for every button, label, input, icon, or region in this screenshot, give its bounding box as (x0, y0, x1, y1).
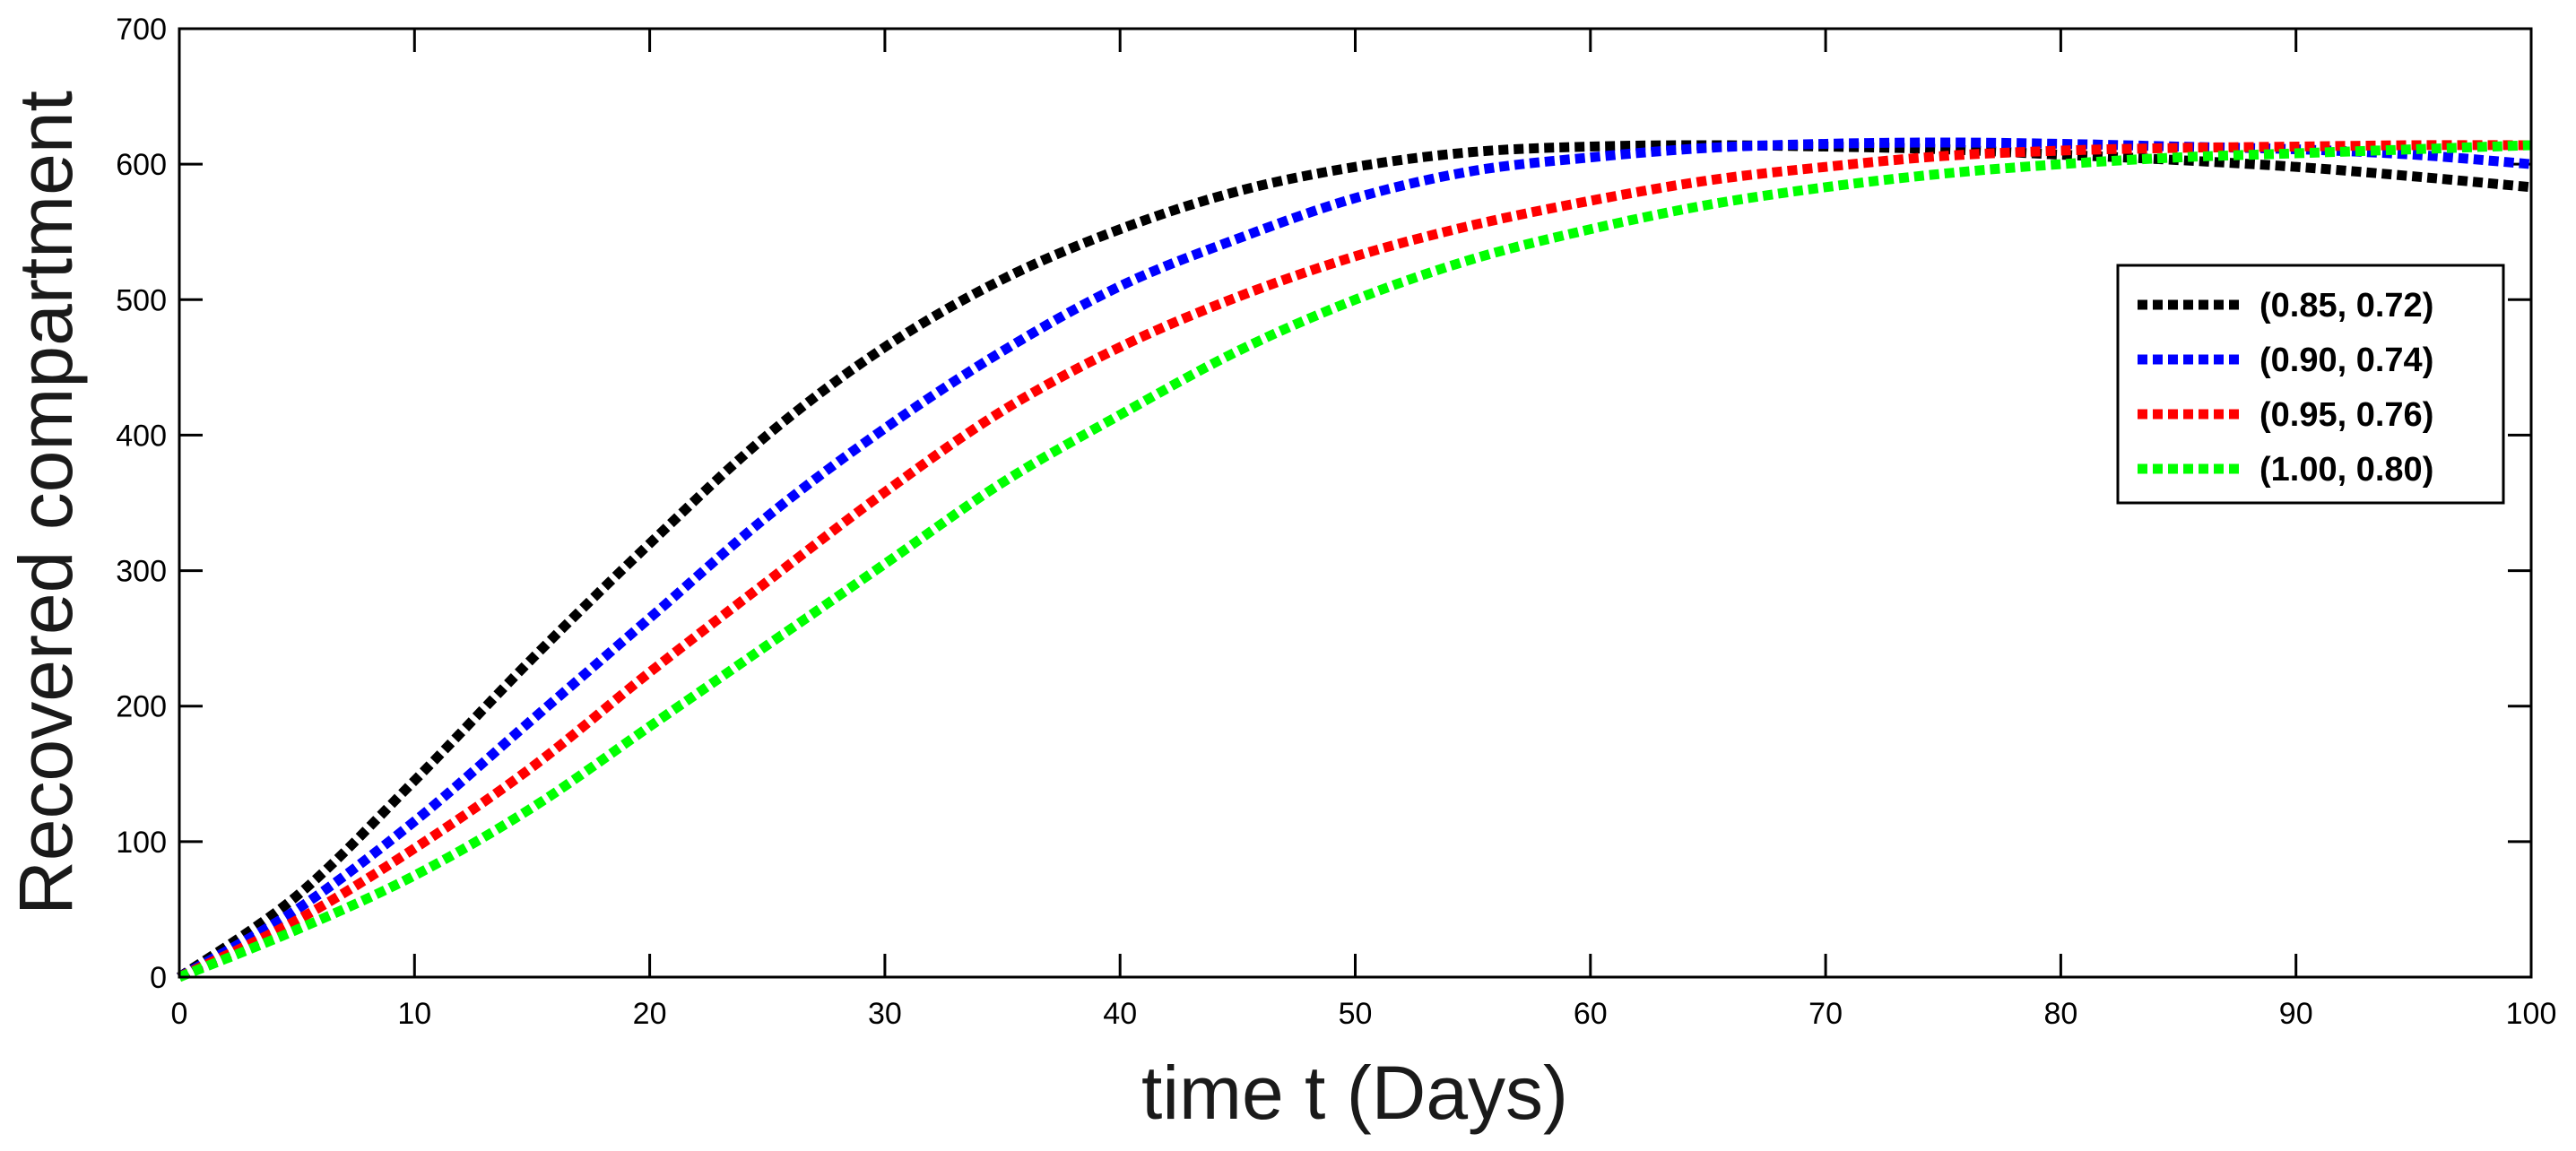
y-tick-labels: 0 100 200 300 400 500 600 700 (116, 13, 167, 995)
y-tick-label: 300 (116, 555, 167, 589)
series-line-4 (177, 140, 2532, 982)
y-tick-label: 400 (116, 419, 167, 453)
x-tick-labels: 0 10 20 30 40 50 60 70 80 90 100 (171, 997, 2557, 1031)
y-axis-label: Recovered compartment (4, 91, 88, 915)
x-tick-label: 60 (1574, 997, 1608, 1031)
x-tick-label: 0 (171, 997, 188, 1031)
series-line-3 (177, 140, 2532, 982)
plot-frame (178, 27, 2533, 979)
x-tick-label: 100 (2506, 997, 2557, 1031)
x-tick-label: 50 (1339, 997, 1373, 1031)
legend-label: (0.95, 0.76) (2259, 396, 2433, 434)
y-tick-label: 100 (116, 826, 167, 860)
series-lines (176, 137, 2532, 982)
y-tick-label: 600 (116, 148, 167, 182)
x-tick-label: 30 (868, 997, 902, 1031)
legend-label: (1.00, 0.80) (2259, 451, 2433, 489)
y-tick-label: 500 (116, 283, 167, 317)
series-line-1 (176, 140, 2532, 982)
x-tick-label: 20 (633, 997, 667, 1031)
y-tick-label: 700 (116, 13, 167, 47)
x-tick-label: 70 (1808, 997, 1843, 1031)
x-tick-label: 10 (397, 997, 431, 1031)
y-tick-label: 0 (150, 961, 167, 995)
x-tick-label: 40 (1103, 997, 1137, 1031)
x-tick-label: 80 (2043, 997, 2077, 1031)
x-tick-label: 90 (2279, 997, 2313, 1031)
y-tick-label: 200 (116, 690, 167, 724)
x-axis-label: time t (Days) (1141, 1051, 1568, 1135)
legend-box (2116, 264, 2505, 505)
legend-label: (0.90, 0.74) (2259, 342, 2433, 379)
legend-label: (0.85, 0.72) (2259, 287, 2433, 325)
legend: (0.85, 0.72) (0.90, 0.74) (0.95, 0.76) (1.0… (2116, 264, 2505, 505)
